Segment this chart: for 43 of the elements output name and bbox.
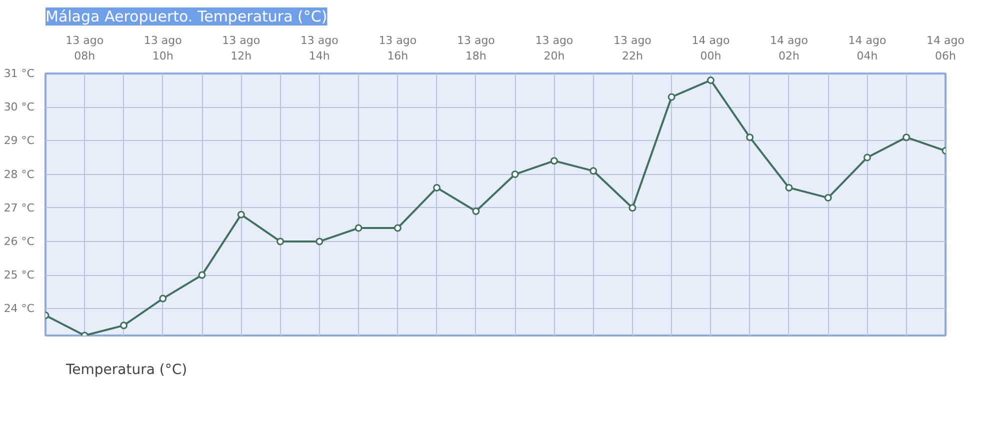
x-tick-label: 13 ago 14h <box>300 34 339 62</box>
x-tick-label: 13 ago 20h <box>535 34 574 62</box>
x-tick-label: 13 ago 12h <box>222 34 260 62</box>
point <box>824 194 832 202</box>
point <box>511 170 519 178</box>
x-tick-label: 14 ago 00h <box>692 34 730 62</box>
y-tick-label: 29 °C <box>4 134 35 148</box>
point <box>785 184 793 192</box>
y-tick-label: 26 °C <box>4 234 35 248</box>
y-tick-label: 24 °C <box>4 302 35 316</box>
x-tick-label: 13 ago 08h <box>66 34 104 62</box>
point <box>590 167 598 175</box>
point <box>198 271 206 279</box>
y-tick-label: 25 °C <box>4 268 35 282</box>
x-tick-label: 14 ago 04h <box>848 34 886 62</box>
point <box>120 322 128 330</box>
point <box>433 184 441 192</box>
point <box>394 224 402 232</box>
point <box>472 207 480 215</box>
x-tick-label: 13 ago 16h <box>378 34 417 62</box>
x-tick-label: 14 ago 02h <box>770 34 808 62</box>
point <box>316 238 324 246</box>
point <box>863 154 871 162</box>
point <box>706 76 714 84</box>
y-tick-label: 30 °C <box>4 100 35 114</box>
chart-title: Málaga Aeropuerto. Temperatura (°C) <box>46 8 328 26</box>
point <box>354 224 362 232</box>
text: Temperatura (°C) <box>66 362 188 378</box>
x-tick-label: 13 ago 10h <box>144 34 182 62</box>
point <box>746 134 754 142</box>
x-tick-label: 14 ago 06h <box>926 34 965 62</box>
y-tick-label: 27 °C <box>4 201 35 214</box>
x-tick-label: 13 ago 18h <box>456 34 496 62</box>
point <box>237 210 245 218</box>
point <box>628 204 636 212</box>
point <box>276 238 284 246</box>
point <box>668 93 676 101</box>
point <box>550 157 558 165</box>
point <box>159 294 167 302</box>
point <box>902 134 910 142</box>
y-tick-label: 28 °C <box>4 168 35 181</box>
x-tick-label: 13 ago 22h <box>613 34 652 62</box>
y-tick-label: 31 °C <box>4 67 35 80</box>
